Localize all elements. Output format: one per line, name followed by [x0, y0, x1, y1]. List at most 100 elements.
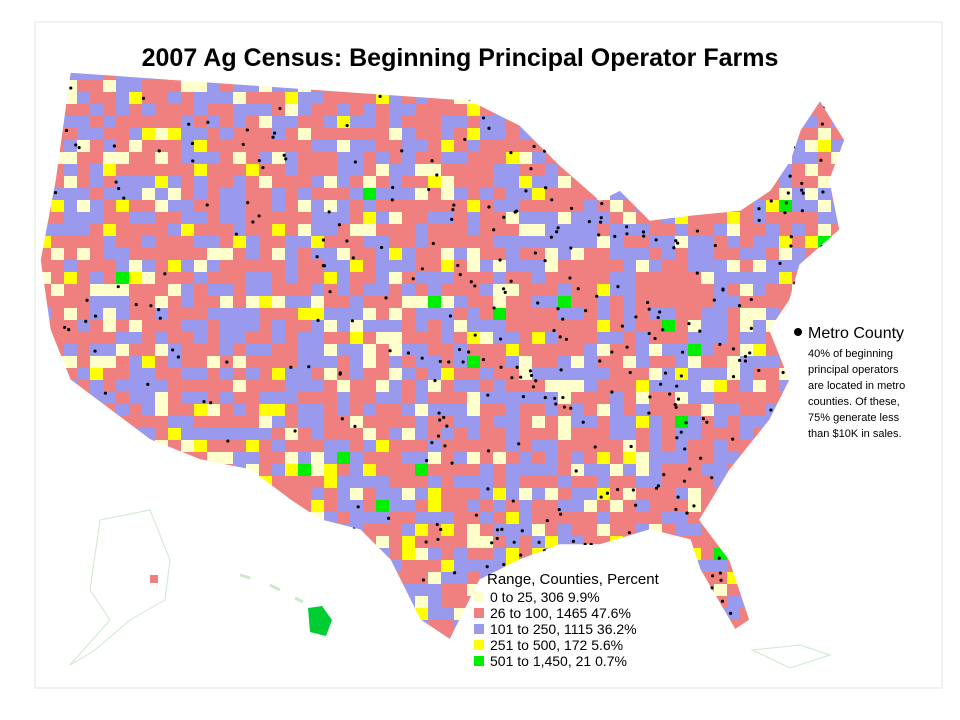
county [662, 308, 676, 321]
county [415, 428, 429, 441]
metro-dot [452, 203, 456, 207]
metro-dot [393, 73, 397, 77]
county [493, 500, 507, 513]
county [688, 104, 702, 117]
county [142, 464, 156, 477]
county [194, 152, 208, 165]
metro-dot [796, 545, 800, 549]
county [428, 80, 442, 93]
county [831, 632, 845, 640]
county [168, 488, 182, 501]
county [194, 332, 208, 345]
county [129, 464, 143, 477]
county [77, 164, 91, 177]
county [51, 404, 65, 417]
metro-dot [316, 318, 320, 323]
county [246, 644, 260, 657]
county [337, 356, 351, 369]
county [753, 500, 767, 513]
county [844, 212, 845, 225]
county [623, 548, 637, 561]
county [727, 152, 741, 165]
county [636, 548, 650, 561]
county [493, 260, 507, 273]
county [571, 512, 585, 525]
metro-dot [436, 537, 440, 542]
county [220, 572, 234, 585]
county [272, 512, 286, 525]
county [558, 548, 572, 561]
county [584, 332, 598, 345]
county [649, 296, 663, 309]
county [142, 392, 156, 405]
county [40, 92, 52, 105]
metro-dot [780, 133, 784, 137]
county [727, 416, 741, 429]
county [285, 200, 299, 213]
county [376, 200, 390, 213]
county [220, 536, 234, 549]
county [51, 632, 65, 640]
county [64, 272, 78, 285]
county [415, 548, 429, 561]
county [584, 548, 598, 561]
county [792, 476, 806, 489]
county [831, 524, 845, 537]
county [337, 560, 351, 573]
county [233, 440, 247, 453]
county [272, 548, 286, 561]
metro-dot [654, 201, 658, 205]
county [233, 512, 247, 525]
county [467, 80, 481, 93]
county [662, 188, 676, 201]
county [38, 644, 52, 657]
county [90, 464, 104, 477]
county [545, 224, 559, 237]
county [194, 212, 208, 225]
metro-dot [802, 399, 806, 403]
county [389, 404, 403, 417]
metro-dot [759, 535, 763, 539]
county [116, 392, 130, 405]
county [129, 248, 143, 261]
county [662, 284, 676, 297]
metro-dot [234, 232, 238, 236]
county [51, 236, 65, 249]
county [740, 428, 754, 441]
county [766, 296, 780, 309]
county [519, 104, 533, 117]
county [51, 72, 65, 81]
county [376, 512, 390, 525]
county [766, 224, 780, 237]
county [428, 356, 442, 369]
county [779, 272, 793, 285]
county [844, 596, 845, 609]
county [168, 140, 182, 153]
county [545, 116, 559, 129]
metro-dot [63, 538, 67, 543]
county [40, 584, 52, 597]
county [103, 584, 117, 597]
metro-dot [809, 286, 813, 290]
county [168, 188, 182, 201]
county [51, 548, 65, 561]
metro-dot [378, 94, 382, 98]
county [844, 452, 845, 465]
metro-dot [453, 571, 457, 575]
county [181, 560, 195, 573]
county [636, 272, 650, 285]
county [571, 224, 585, 237]
county [792, 572, 806, 585]
county [467, 212, 481, 225]
metro-dot [672, 246, 676, 250]
county [454, 488, 468, 501]
county [558, 128, 572, 141]
county [675, 572, 689, 585]
county [493, 512, 507, 525]
county [77, 500, 91, 513]
county [636, 380, 650, 393]
county [337, 116, 351, 129]
county [285, 572, 299, 585]
county [298, 536, 312, 549]
county [792, 92, 806, 105]
